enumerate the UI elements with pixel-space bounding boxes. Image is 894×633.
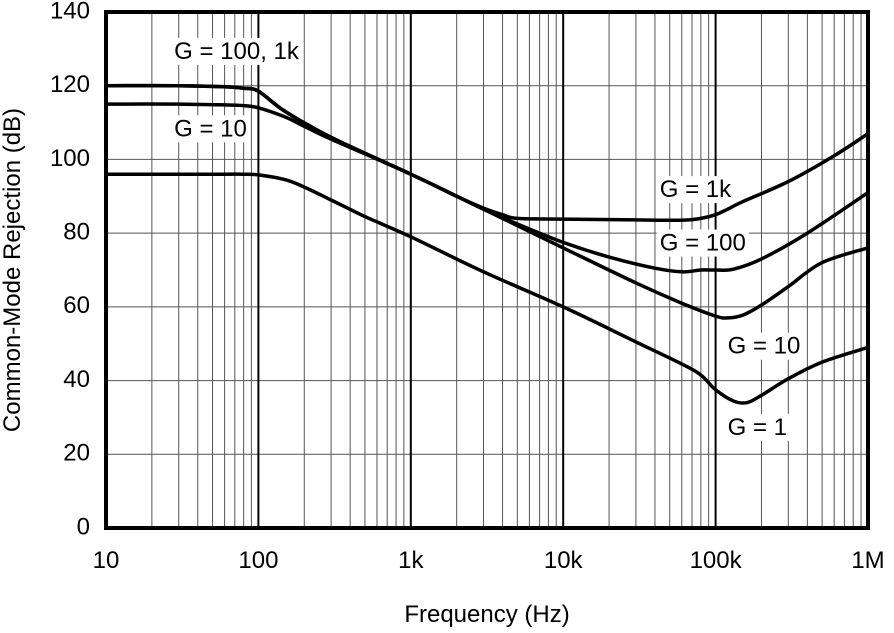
curve-label: G = 100 [660,230,746,257]
label-background [656,176,736,204]
label-background [656,229,749,257]
label-background [171,115,250,143]
y-tick-label: 0 [77,513,90,540]
x-axis-title: Frequency (Hz) [404,601,569,628]
y-tick-label: 100 [50,145,90,172]
x-axis-tick-labels: 10 100 1k 10k 100k 1M [93,547,885,574]
x-tick-label: 10 [93,547,120,574]
curve-label: G = 1 [728,414,787,441]
curve-labels: G = 100, 1k G = 10 G = 1k G = 100 G = 10 G = … [171,37,804,441]
x-tick-label: 100k [690,547,743,574]
plot-frame [104,10,870,530]
y-tick-label: 120 [50,71,90,98]
y-tick-label: 140 [50,0,90,24]
y-axis-tick-labels: 0 20 40 60 80 100 120 140 [50,0,90,540]
minor-gridlines [106,11,868,529]
y-tick-label: 20 [63,440,90,467]
series-line-g-10 [105,102,869,320]
x-tick-label: 10k [544,547,584,574]
curve-label: G = 100, 1k [174,38,300,65]
label-background [171,37,303,65]
label-background [724,332,804,360]
curve-label: G = 1k [660,176,732,203]
series-line-g-1 [106,172,869,405]
data-series [105,83,869,405]
label-background [724,413,791,441]
y-tick-label: 80 [63,218,90,245]
curve-label: G = 10 [728,333,801,360]
series-line-g-100 [105,83,869,274]
curve-label: G = 10 [174,115,247,142]
y-tick-label: 40 [63,366,90,393]
x-tick-label: 100 [238,547,278,574]
x-tick-label: 1M [851,547,884,574]
y-tick-label: 60 [63,292,90,319]
major-gridlines [105,12,869,528]
y-axis-title: Common-Mode Rejection (dB) [0,108,26,432]
x-tick-label: 1k [398,547,424,574]
